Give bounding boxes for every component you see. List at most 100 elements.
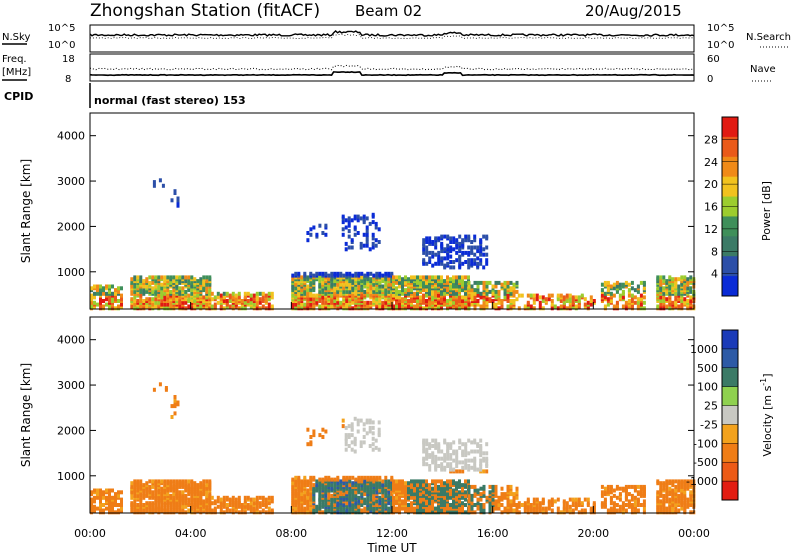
colorbar-segment <box>722 330 738 350</box>
heatmap-cell <box>689 286 693 291</box>
heatmap-cell <box>467 234 471 239</box>
colorbar-tick-label: 8 <box>711 245 718 258</box>
heatmap-cell <box>216 504 220 509</box>
heatmap-cell <box>677 297 681 302</box>
heatmap-cell <box>184 289 188 294</box>
heatmap-cell <box>375 286 379 291</box>
heatmap-cell <box>500 282 504 287</box>
heatmap-cell <box>264 306 268 311</box>
heatmap-cell <box>443 488 446 493</box>
heatmap-cell <box>381 497 385 502</box>
heatmap-cell <box>378 488 382 493</box>
heatmap-cell <box>270 291 274 296</box>
colorbar-tick-label: 24 <box>704 156 718 169</box>
heatmap-cell <box>428 240 432 244</box>
heatmap-cell <box>270 495 274 500</box>
heatmap-cell <box>479 280 483 285</box>
heatmap-cell <box>482 510 486 515</box>
heatmap-cell <box>452 240 456 244</box>
heatmap-cell <box>440 284 443 289</box>
heatmap-cell <box>425 438 429 443</box>
heatmap-cell <box>422 247 426 252</box>
heatmap-cell <box>102 503 105 507</box>
heatmap-cell <box>636 289 640 294</box>
heatmap-cell <box>470 245 474 250</box>
heatmap-cell <box>178 493 182 498</box>
heatmap-cell <box>356 231 360 235</box>
heatmap-cell <box>93 504 96 509</box>
heatmap-cell <box>324 232 328 237</box>
heatmap-cell <box>205 479 209 484</box>
heatmap-cell <box>145 277 149 282</box>
heatmap-cell <box>612 488 616 493</box>
heatmap-cell <box>621 504 625 509</box>
heatmap-cell <box>488 297 492 302</box>
heatmap-cell <box>639 503 643 507</box>
heatmap-cell <box>434 479 437 484</box>
heatmap-cell <box>261 304 265 309</box>
heatmap-cell <box>190 510 194 515</box>
y-tick-label: 3000 <box>57 175 85 188</box>
heatmap-cell <box>446 286 449 291</box>
heatmap-cell <box>446 506 449 511</box>
heatmap-cell <box>330 503 334 507</box>
heatmap-cell <box>202 479 206 484</box>
heatmap-cell <box>345 475 349 480</box>
heatmap-cell <box>479 249 483 254</box>
heatmap-cell <box>509 499 513 504</box>
heatmap-cell <box>639 297 643 302</box>
heatmap-cell <box>446 261 450 266</box>
heatmap-cell <box>482 265 486 270</box>
heatmap-cell <box>550 299 554 303</box>
heatmap-cell <box>255 510 259 515</box>
heatmap-cell <box>93 291 96 296</box>
heatmap-cell <box>363 273 367 278</box>
heatmap-cell <box>375 490 379 495</box>
heatmap-cell <box>384 493 388 498</box>
heatmap-cell <box>503 288 507 293</box>
heatmap-cell <box>237 291 241 296</box>
heatmap-cell <box>306 427 310 432</box>
heatmap-cell <box>428 504 431 509</box>
heatmap-cell <box>371 236 375 241</box>
heatmap-cell <box>157 479 161 484</box>
heatmap-cell <box>612 493 616 498</box>
heatmap-cell <box>108 488 111 493</box>
heatmap-cell <box>458 460 462 465</box>
heatmap-cell <box>163 302 167 307</box>
heatmap-cell <box>151 479 155 484</box>
heatmap-cell <box>529 293 533 298</box>
heatmap-cell <box>401 288 404 293</box>
heatmap-cell <box>336 306 340 311</box>
heatmap-cell <box>556 497 560 502</box>
heatmap-cell <box>196 279 200 284</box>
heatmap-cell <box>680 506 684 511</box>
heatmap-cell <box>249 300 253 305</box>
heatmap-cell <box>178 479 182 484</box>
heatmap-cell <box>464 497 467 502</box>
y-tick-label: 1000 <box>57 470 85 483</box>
heatmap-cell <box>464 503 467 507</box>
heatmap-cell <box>434 293 437 298</box>
heatmap-cell <box>90 286 93 291</box>
heatmap-cell <box>312 304 316 309</box>
heatmap-cell <box>550 497 554 502</box>
heatmap-cell <box>151 289 155 294</box>
heatmap-cell <box>142 299 146 303</box>
heatmap-cell <box>479 245 483 250</box>
heatmap-cell <box>312 483 316 488</box>
heatmap-cell <box>371 245 375 250</box>
heatmap-cell <box>509 484 513 489</box>
heatmap-cell <box>148 297 152 302</box>
heatmap-cell <box>615 300 619 305</box>
heatmap-cell <box>252 297 256 302</box>
heatmap-cell <box>312 429 316 434</box>
heatmap-cell <box>392 304 395 309</box>
heatmap-cell <box>419 497 422 502</box>
heatmap-cell <box>425 299 428 303</box>
heatmap-cell <box>458 479 461 484</box>
heatmap-cell <box>458 490 461 495</box>
noise-right-tick-top: 10^5 <box>707 23 734 34</box>
heatmap-cell <box>312 475 316 480</box>
heatmap-cell <box>243 495 247 500</box>
